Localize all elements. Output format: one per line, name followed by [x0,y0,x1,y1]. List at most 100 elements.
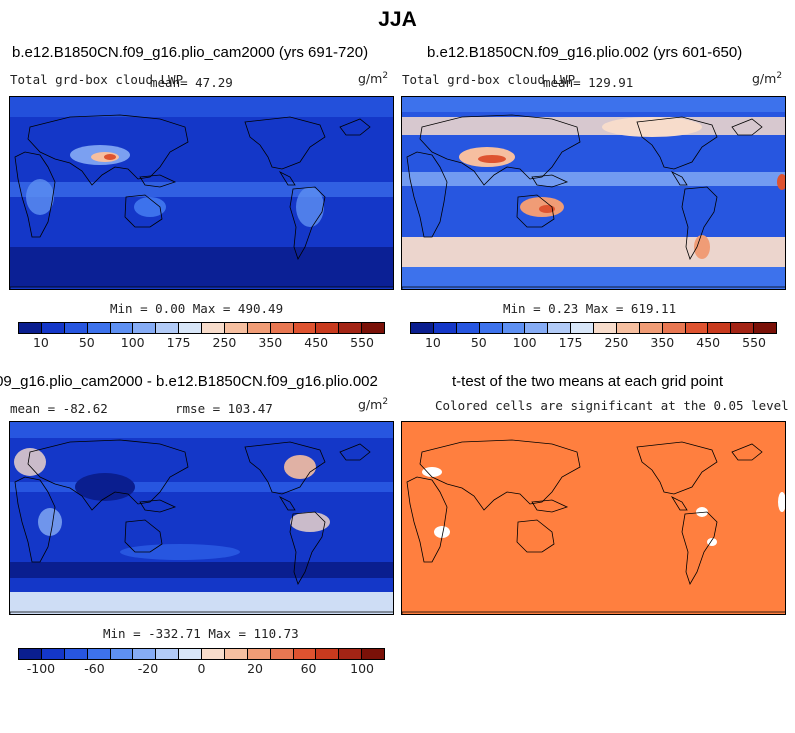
colorbar-swatch [133,323,157,333]
coastline [731,443,763,461]
panel3-colorbar [18,648,385,660]
map1-svg [10,97,393,289]
field-patch [696,507,708,517]
colorbar-swatch [19,323,42,333]
colorbar-swatch [616,323,640,333]
latitude-band [10,97,393,117]
colorbar-swatch [571,323,594,333]
latitude-band [10,592,393,614]
panel1-units: g/m2 [358,71,389,87]
colorbar-tick-label: 350 [258,335,283,350]
colorbar-swatch [293,323,317,333]
coastline [636,441,718,495]
field-patch [694,235,710,259]
latitude-band [402,117,785,135]
colorbar-swatch [685,323,709,333]
colorbar-tick-label: 250 [212,335,237,350]
colorbar-tick-label: 175 [558,335,583,350]
coastline [139,499,177,513]
panel1-title: b.e12.B1850CN.f09_g16.plio_cam2000 (yrs … [12,44,369,61]
coastline [419,114,581,186]
colorbar-swatch [339,323,363,333]
coastline [278,496,296,511]
map3-svg [10,422,393,614]
colorbar-swatch [64,649,88,659]
colorbar-swatch [87,323,111,333]
colorbar-tick-label: 20 [247,661,263,676]
panel2-map [401,96,786,290]
colorbar-swatch [362,649,384,659]
colorbar-swatch [247,323,271,333]
panel3-map [9,421,394,615]
latitude-band [10,422,393,438]
field-patch [778,492,785,512]
map-background [10,422,393,614]
field-patch [777,174,785,190]
colorbar-tick-label: 60 [300,661,317,676]
map4-svg [402,422,785,614]
panel1-colorbar [18,322,385,334]
colorbar-swatch [270,323,294,333]
colorbar-swatch [224,323,248,333]
colorbar-tick-label: 50 [78,335,95,350]
coastline [14,476,56,563]
panel1-mean: mean= 47.29 [150,75,233,90]
colorbar-swatch [41,649,65,659]
colorbar-tick-label: -100 [26,661,56,676]
coastline [244,116,326,170]
field-patch [539,205,555,213]
colorbar-tick-label: 350 [650,335,675,350]
colorbar-swatch [64,323,88,333]
colorbar-tick-label: 550 [742,335,766,350]
latitude-band [10,182,393,197]
colorbar-swatch [548,323,572,333]
field-patch [14,448,46,476]
coastline [244,441,326,495]
field-patch [38,508,62,536]
field-patch [104,154,116,160]
latitude-band [402,267,785,289]
colorbar-swatch [362,323,384,333]
colorbar-swatch [525,323,549,333]
colorbar-swatch [433,323,457,333]
coastline [339,443,371,461]
colorbar-swatch [270,649,294,659]
panel2-title: b.e12.B1850CN.f09_g16.plio.002 (yrs 601-… [427,44,743,61]
field-patch [134,197,166,217]
colorbar-tick-label: 10 [424,335,441,350]
panel3-title-clip: b.e12.B1850CN.f09_g16.plio_cam2000 - b.e… [0,373,452,393]
map-background [402,422,785,614]
colorbar-swatch [224,649,248,659]
field-patch [26,179,54,215]
latitude-band [10,562,393,578]
colorbar-swatch [133,649,157,659]
field-patch [478,155,506,163]
coastline [124,194,163,228]
coastline [531,499,569,513]
field-patch [422,467,442,477]
colorbar-swatch [754,323,776,333]
panel3-minmax: Min = -332.71 Max = 110.73 [103,626,299,641]
panel1-map [9,96,394,290]
colorbar-swatch [662,323,686,333]
colorbar-tick-label: -20 [137,661,159,676]
coastline [681,186,718,260]
panel4-subtitle: Colored cells are significant at the 0.0… [435,398,789,413]
coastline [731,118,763,136]
coastline [516,194,555,228]
coastline [139,174,177,188]
colorbar-swatch [479,323,503,333]
latitude-band [10,247,393,287]
colorbar-tick-label: 100 [120,335,145,350]
panel1-variable: Total grd-box cloud LWP [10,72,184,87]
colorbar-tick-label: 550 [350,335,374,350]
coastline [124,519,163,553]
field-patch [120,544,240,560]
colorbar-swatch [156,649,180,659]
coastline [516,519,555,553]
panel1-minmax: Min = 0.00 Max = 490.49 [110,301,284,316]
coastline [670,496,688,511]
colorbar-swatch [316,649,340,659]
panel2-variable: Total grd-box cloud LWP [402,72,576,87]
panel2-units: g/m2 [752,71,783,87]
